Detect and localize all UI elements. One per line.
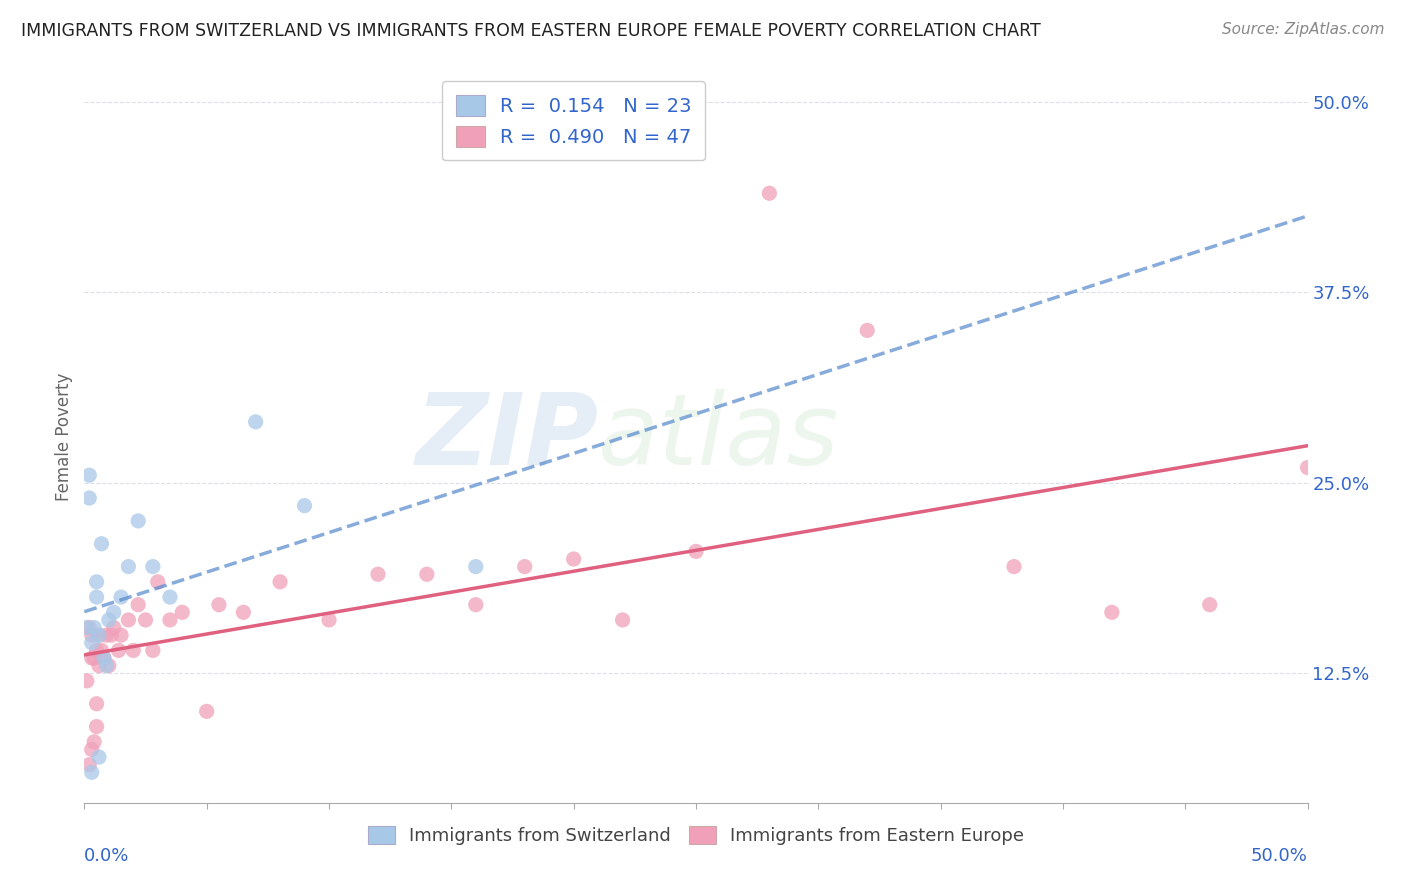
Point xyxy=(562,552,585,566)
Point xyxy=(76,621,98,635)
Point xyxy=(86,643,108,657)
Point xyxy=(93,651,115,665)
Point xyxy=(86,590,108,604)
Point xyxy=(318,613,340,627)
Point xyxy=(86,697,108,711)
Point xyxy=(127,514,149,528)
Point xyxy=(856,323,879,337)
Point xyxy=(159,613,181,627)
Point xyxy=(135,613,157,627)
Text: 0.0%: 0.0% xyxy=(84,847,129,864)
Point xyxy=(1002,559,1025,574)
Point xyxy=(93,651,115,665)
Point xyxy=(87,658,110,673)
Point xyxy=(87,628,110,642)
Point xyxy=(80,651,103,665)
Point xyxy=(208,598,231,612)
Point xyxy=(513,559,536,574)
Point xyxy=(96,628,118,642)
Point xyxy=(117,559,139,574)
Point xyxy=(90,643,112,657)
Point xyxy=(245,415,267,429)
Point xyxy=(87,628,110,642)
Point xyxy=(103,621,125,635)
Point xyxy=(83,735,105,749)
Point xyxy=(107,643,129,657)
Point xyxy=(77,468,100,483)
Point xyxy=(1101,605,1123,619)
Point xyxy=(77,757,100,772)
Point xyxy=(83,621,105,635)
Point xyxy=(80,742,103,756)
Point xyxy=(80,636,103,650)
Point xyxy=(100,628,122,642)
Point xyxy=(758,186,780,201)
Point xyxy=(685,544,707,558)
Point xyxy=(110,590,132,604)
Legend: Immigrants from Switzerland, Immigrants from Eastern Europe: Immigrants from Switzerland, Immigrants … xyxy=(360,819,1032,852)
Point xyxy=(97,658,120,673)
Point xyxy=(159,590,181,604)
Point xyxy=(464,598,486,612)
Point xyxy=(142,559,165,574)
Point xyxy=(294,499,316,513)
Point xyxy=(80,628,103,642)
Point xyxy=(96,658,118,673)
Point xyxy=(146,574,169,589)
Point xyxy=(232,605,254,619)
Point xyxy=(122,643,145,657)
Point xyxy=(103,605,125,619)
Point xyxy=(110,628,132,642)
Point xyxy=(612,613,634,627)
Point xyxy=(195,705,218,719)
Point xyxy=(77,621,100,635)
Point xyxy=(127,598,149,612)
Point xyxy=(464,559,486,574)
Point xyxy=(1198,598,1220,612)
Point xyxy=(83,651,105,665)
Y-axis label: Female Poverty: Female Poverty xyxy=(55,373,73,501)
Point xyxy=(117,613,139,627)
Point xyxy=(87,750,110,764)
Point xyxy=(1296,460,1319,475)
Text: IMMIGRANTS FROM SWITZERLAND VS IMMIGRANTS FROM EASTERN EUROPE FEMALE POVERTY COR: IMMIGRANTS FROM SWITZERLAND VS IMMIGRANT… xyxy=(21,22,1040,40)
Text: ZIP: ZIP xyxy=(415,389,598,485)
Point xyxy=(97,613,120,627)
Text: atlas: atlas xyxy=(598,389,839,485)
Point xyxy=(77,491,100,505)
Point xyxy=(172,605,194,619)
Point xyxy=(80,765,103,780)
Point xyxy=(86,720,108,734)
Point xyxy=(86,574,108,589)
Point xyxy=(76,673,98,688)
Text: 50.0%: 50.0% xyxy=(1251,847,1308,864)
Point xyxy=(367,567,389,582)
Point xyxy=(269,574,291,589)
Point xyxy=(90,537,112,551)
Text: Source: ZipAtlas.com: Source: ZipAtlas.com xyxy=(1222,22,1385,37)
Point xyxy=(142,643,165,657)
Point xyxy=(416,567,439,582)
